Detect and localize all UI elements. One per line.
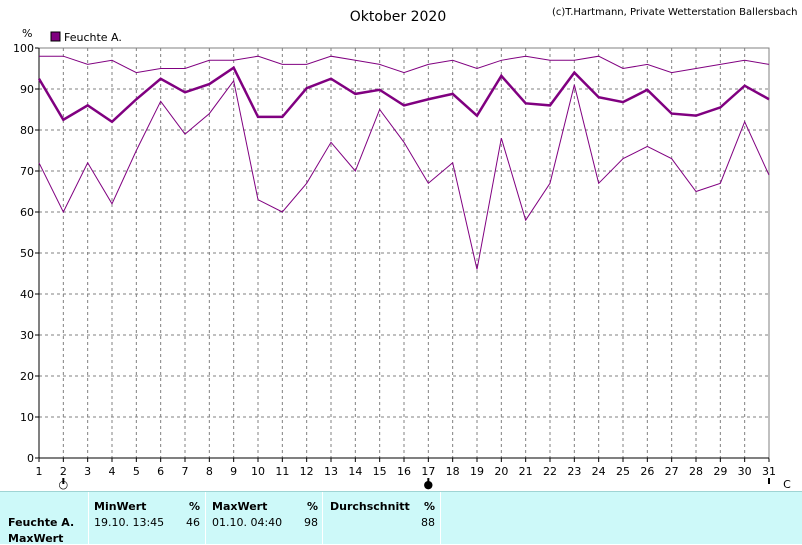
- stats-label-column: Feuchte A. MaxWert: [0, 492, 89, 545]
- series-line-max: [39, 55, 770, 74]
- x-tick-label: 2: [60, 465, 67, 478]
- x-tick-label: 1: [36, 465, 43, 478]
- x-tick-label: 21: [519, 465, 533, 478]
- y-tick-label: 70: [20, 165, 34, 178]
- series-line-min: [38, 79, 770, 270]
- copyright-text: (c)T.Hartmann, Private Wetterstation Bal…: [552, 7, 798, 18]
- x-tick-label: 28: [689, 465, 703, 478]
- y-tick-label: 50: [20, 247, 34, 260]
- y-tick-label: 10: [20, 411, 34, 424]
- x-tick-label: 9: [230, 465, 237, 478]
- avg-unit: %: [424, 500, 436, 513]
- max-header: MaxWert: [212, 500, 268, 513]
- avg-header: Durchschnitt: [330, 500, 410, 513]
- x-tick-label: 22: [543, 465, 557, 478]
- x-tick-label: 20: [494, 465, 508, 478]
- x-tick-label: 25: [616, 465, 630, 478]
- x-tick-label: 19: [470, 465, 484, 478]
- stats-avg-column: Durchschnitt % 88: [323, 492, 441, 544]
- max-value: 98: [304, 516, 318, 529]
- x-tick-label: 4: [109, 465, 116, 478]
- x-tick-label: 26: [640, 465, 654, 478]
- y-tick-label: 90: [20, 83, 34, 96]
- y-tick-label: 80: [20, 124, 34, 137]
- legend-label: Feuchte A.: [64, 31, 122, 44]
- moon-phase-symbol: ●: [424, 478, 434, 491]
- min-unit: %: [189, 500, 201, 513]
- x-tick-label: 31: [762, 465, 776, 478]
- legend-swatch: [50, 31, 61, 42]
- y-tick-label: 100: [13, 42, 34, 55]
- y-tick-label: 40: [20, 288, 34, 301]
- chart-title: Oktober 2020: [350, 9, 447, 25]
- x-tick-label: 7: [182, 465, 189, 478]
- x-tick-label: 3: [84, 465, 91, 478]
- x-tick-label: 29: [713, 465, 727, 478]
- x-tick-label: 16: [397, 465, 411, 478]
- moon-phase-symbol: C: [783, 478, 791, 491]
- series-line-mean: [37, 65, 770, 124]
- moon-phase-symbol: ○: [59, 478, 69, 491]
- stats-table: Feuchte A. MaxWert MinWert % 19.10. 13:4…: [0, 491, 802, 545]
- x-tick-label: 8: [206, 465, 213, 478]
- x-tick-label: 15: [373, 465, 387, 478]
- x-tick-label: 11: [275, 465, 289, 478]
- y-tick-label: 30: [20, 329, 34, 342]
- x-tick-label: 18: [446, 465, 460, 478]
- x-tick-label: 30: [738, 465, 752, 478]
- avg-value: 88: [421, 516, 435, 529]
- stats-min-column: MinWert % 19.10. 13:45 46: [89, 492, 206, 544]
- x-tick-label: 13: [324, 465, 338, 478]
- humidity-chart: Oktober 2020 (c)T.Hartmann, Private Wett…: [13, 7, 798, 491]
- min-value: 46: [186, 516, 200, 529]
- max-time: 01.10. 04:40: [212, 516, 283, 529]
- y-tick-label: 60: [20, 206, 34, 219]
- x-tick-label: 12: [300, 465, 314, 478]
- x-tick-label: 23: [567, 465, 581, 478]
- x-tick-label: 14: [348, 465, 362, 478]
- x-tick-label: 6: [157, 465, 164, 478]
- y-axis-label: %: [22, 27, 32, 40]
- stats-row-label: Feuchte A.: [8, 516, 75, 529]
- x-tick-label: 24: [592, 465, 606, 478]
- stats-row-label-2: MaxWert: [8, 532, 64, 545]
- y-tick-label: 20: [20, 370, 34, 383]
- x-tick-label: 27: [665, 465, 679, 478]
- stats-max-column: MaxWert % 01.10. 04:40 98: [206, 492, 323, 544]
- max-unit: %: [307, 500, 319, 513]
- x-tick-label: 17: [421, 465, 435, 478]
- min-header: MinWert: [94, 500, 147, 513]
- y-tick-label: 0: [27, 452, 34, 465]
- x-tick-label: 5: [133, 465, 140, 478]
- min-time: 19.10. 13:45: [94, 516, 165, 529]
- x-tick-label: 10: [251, 465, 265, 478]
